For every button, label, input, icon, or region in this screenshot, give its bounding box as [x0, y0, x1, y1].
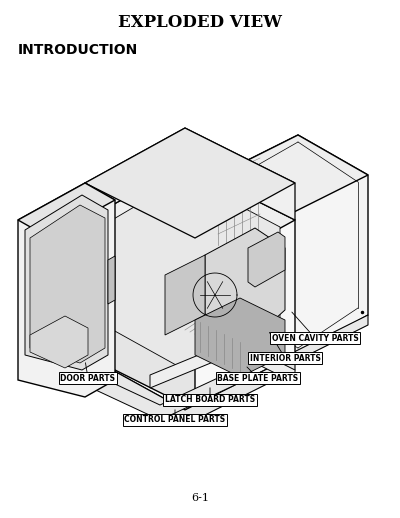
- Polygon shape: [165, 255, 205, 335]
- Polygon shape: [85, 128, 295, 238]
- Text: EXPLODED VIEW: EXPLODED VIEW: [118, 13, 282, 31]
- Polygon shape: [95, 177, 280, 370]
- Polygon shape: [150, 340, 295, 388]
- Polygon shape: [195, 298, 285, 377]
- Polygon shape: [85, 355, 295, 425]
- Polygon shape: [248, 232, 285, 287]
- Polygon shape: [25, 195, 108, 370]
- Text: OVEN CAVITY PARTS: OVEN CAVITY PARTS: [272, 334, 358, 342]
- Polygon shape: [18, 183, 115, 237]
- Polygon shape: [18, 183, 115, 397]
- Polygon shape: [218, 315, 368, 365]
- Text: CONTROL PANEL PARTS: CONTROL PANEL PARTS: [124, 415, 226, 424]
- Text: INTERIOR PARTS: INTERIOR PARTS: [250, 353, 320, 363]
- Polygon shape: [218, 135, 368, 355]
- Polygon shape: [30, 316, 88, 368]
- Polygon shape: [85, 220, 195, 410]
- Polygon shape: [218, 175, 288, 355]
- Text: INTRODUCTION: INTRODUCTION: [18, 43, 138, 57]
- Polygon shape: [85, 165, 295, 275]
- Text: BASE PLATE PARTS: BASE PLATE PARTS: [218, 373, 298, 382]
- Polygon shape: [30, 205, 105, 363]
- Text: DOOR PARTS: DOOR PARTS: [60, 373, 116, 382]
- Polygon shape: [85, 370, 235, 420]
- Polygon shape: [85, 165, 295, 410]
- Text: 6-1: 6-1: [191, 493, 209, 503]
- Polygon shape: [205, 228, 285, 337]
- Text: LATCH BOARD PARTS: LATCH BOARD PARTS: [165, 396, 255, 405]
- Polygon shape: [218, 135, 368, 215]
- Polygon shape: [108, 256, 115, 304]
- Polygon shape: [85, 128, 295, 220]
